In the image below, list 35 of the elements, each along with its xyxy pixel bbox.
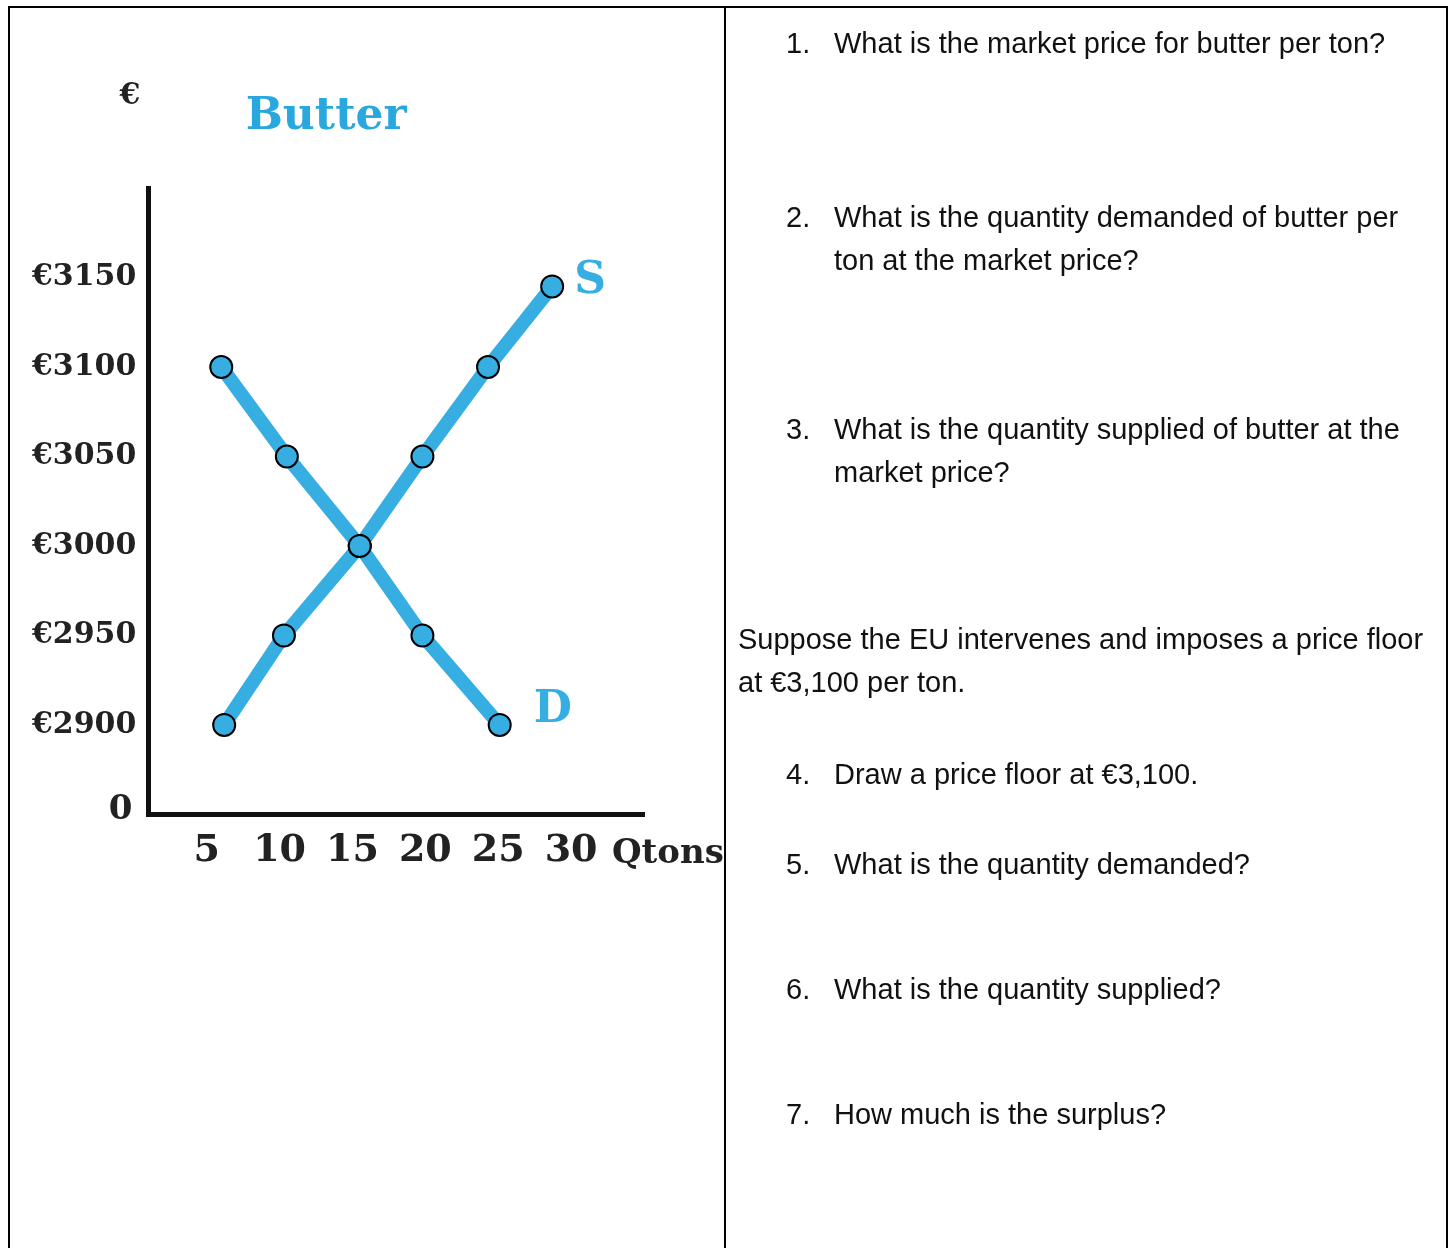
x-tick-label: 25 (471, 825, 525, 871)
point (271, 623, 296, 648)
text: 2. What is the quantity demanded of butter per ton at the market price? (786, 200, 1400, 278)
x-tick-label: 5 (193, 825, 220, 871)
y-tick-label: €3050 (31, 436, 137, 472)
point (212, 712, 237, 737)
point (410, 623, 435, 648)
x-tick-label: 20 (398, 825, 452, 871)
chart-title: Butter (245, 88, 408, 140)
y-tick-label: €3000 (31, 525, 137, 561)
x-tick-label: 15 (326, 825, 379, 871)
text: 3. What is the quantity supplied of butter at the market price? (786, 412, 1401, 490)
text: 1. What is the market price for butter per ton? (786, 26, 1387, 61)
series-label: D (533, 681, 572, 733)
point (410, 444, 435, 469)
text: 6. What is the quantity supplied? (786, 972, 1222, 1007)
x-tick-label: 10 (253, 825, 307, 871)
x-axis-title: Qtons (612, 831, 724, 872)
y-tick-label: €3150 (31, 257, 137, 293)
y-tick-label: €3100 (31, 346, 137, 382)
text: 5. What is the quantity demanded? (786, 847, 1251, 882)
point (487, 712, 512, 737)
text: 7. How much is the surplus? (786, 1097, 1168, 1132)
y-axis-title: € (118, 75, 141, 111)
y-tick-label: €2900 (31, 704, 137, 740)
text: Suppose the EU intervenes and imposes a price floor at €3,100 per ton. (738, 622, 1425, 700)
x-tick-label: 30 (544, 825, 598, 871)
point (209, 354, 234, 379)
y-tick-label: €2950 (31, 615, 137, 651)
point (476, 354, 501, 379)
point (274, 444, 299, 469)
text: 0 (108, 787, 133, 828)
text: 4. Draw a price floor at €3,100. (786, 757, 1200, 792)
point (540, 274, 565, 299)
series-label: S (574, 251, 606, 303)
